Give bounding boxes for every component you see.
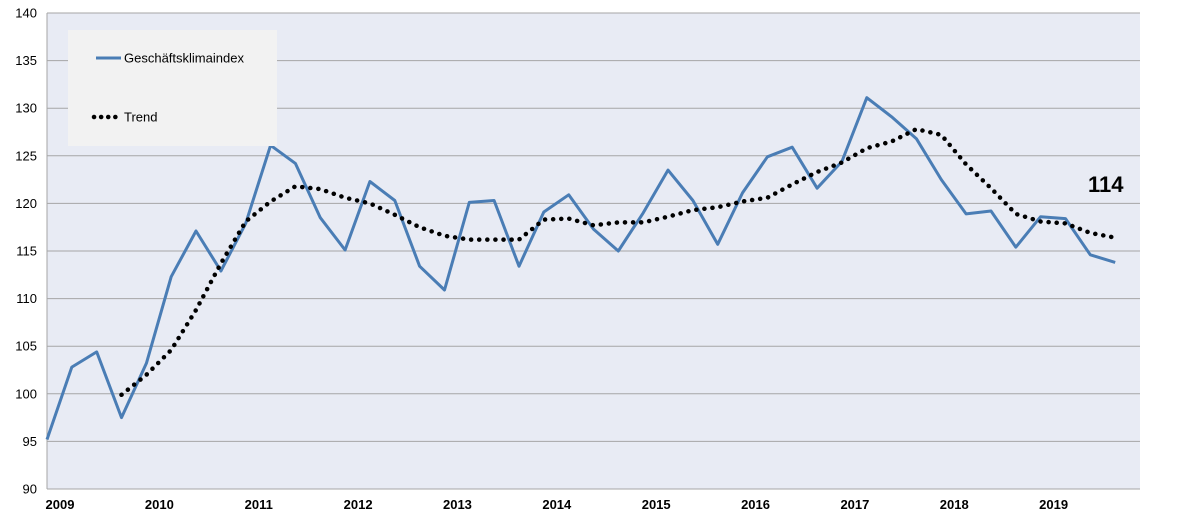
x-tick-label: 2012 xyxy=(344,497,373,512)
y-tick-label: 110 xyxy=(16,291,37,306)
y-tick-label: 125 xyxy=(15,148,37,163)
x-tick-label: 2014 xyxy=(542,497,572,512)
y-tick-label: 130 xyxy=(15,101,37,116)
legend-label-geschaeftsklimaindex: Geschäftsklimaindex xyxy=(124,51,244,66)
x-tick-label: 2011 xyxy=(245,497,273,512)
series-lines xyxy=(45,96,1118,440)
x-tick-label: 2017 xyxy=(840,497,869,512)
x-tick-label: 2019 xyxy=(1039,497,1068,512)
x-axis-tick-labels: 2009 2010 2011 2012 2013 2014 2015 2016 2017 2018… xyxy=(46,497,1069,512)
y-tick-label: 95 xyxy=(23,434,37,449)
x-tick-label: 2013 xyxy=(443,497,472,512)
legend-background xyxy=(68,30,277,146)
y-tick-label: 90 xyxy=(23,482,37,497)
series-line-geschaeftsklimaindex xyxy=(45,96,1116,440)
y-tick-label: 100 xyxy=(15,386,37,401)
legend-label-trend: Trend xyxy=(124,110,157,125)
y-tick-label: 115 xyxy=(16,244,37,259)
x-tick-label: 2016 xyxy=(741,497,770,512)
x-tick-label: 2010 xyxy=(145,497,174,512)
y-tick-label: 135 xyxy=(15,53,37,68)
y-axis-tick-labels: 90 95 100 105 110 115 120 125 130 135 140 xyxy=(15,6,37,497)
latest-value-annotation: 114 xyxy=(1088,172,1124,197)
x-tick-label: 2015 xyxy=(642,497,671,512)
series-line-trend xyxy=(119,126,1118,398)
legend: Geschäftsklimaindex Trend xyxy=(68,30,277,146)
x-tick-label: 2018 xyxy=(940,497,969,512)
y-tick-label: 140 xyxy=(15,6,37,21)
y-tick-label: 120 xyxy=(15,196,37,211)
x-tick-label: 2009 xyxy=(46,497,75,512)
y-tick-label: 105 xyxy=(15,339,37,354)
